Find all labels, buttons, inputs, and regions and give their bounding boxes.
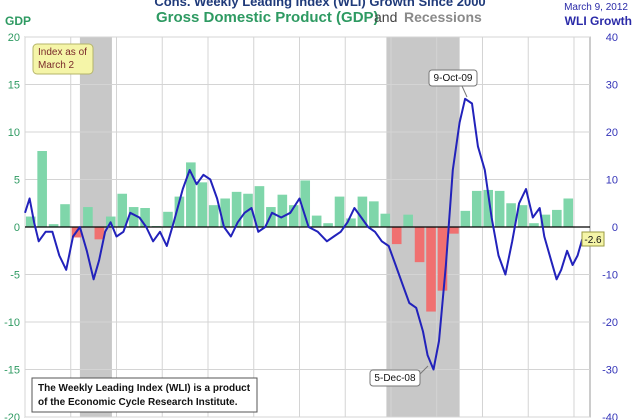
gdp-bar-2010Q3 bbox=[506, 203, 516, 227]
right-axis-tick-label: -10 bbox=[602, 270, 618, 282]
right-axis-tick-label: 10 bbox=[606, 175, 618, 187]
gdp-bar-2003Q2 bbox=[174, 196, 185, 227]
gdp-bar-2004Q1 bbox=[208, 205, 219, 227]
left-axis-tick-label: 5 bbox=[14, 175, 20, 187]
trough-callout-box bbox=[369, 369, 421, 387]
gdp-bar-2001Q3 bbox=[94, 227, 105, 240]
gdp-bar-2009Q4 bbox=[471, 190, 482, 227]
gdp-bar-2007Q1 bbox=[346, 218, 356, 227]
gdp-bar-2003Q3 bbox=[186, 162, 196, 227]
gdp-bar-2007Q4 bbox=[380, 213, 391, 227]
gdp-bar-2006Q2 bbox=[311, 215, 322, 227]
gdp-bar-2009Q1 bbox=[437, 227, 448, 291]
right-axis-tick-label: -40 bbox=[602, 412, 618, 420]
right-axis-tick-label: -30 bbox=[602, 365, 618, 377]
gdp-bar-2011Q3 bbox=[552, 209, 562, 227]
source-note-line1: The Weekly Leading Index (WLI) is a prod… bbox=[38, 383, 251, 394]
gdp-bar-2009Q3 bbox=[460, 210, 471, 227]
gdp-bar-2010Q1 bbox=[483, 189, 494, 227]
gdp-bar-2008Q2 bbox=[403, 214, 413, 227]
gdp-bar-2011Q1 bbox=[529, 223, 539, 227]
peak-callout-pointer bbox=[461, 85, 468, 98]
gdp-bar-2006Q4 bbox=[334, 196, 345, 227]
gdp-bar-2000Q2 bbox=[37, 151, 47, 227]
gdp-bar-2000Q4 bbox=[60, 204, 70, 227]
chart-title-recessions: Recessions bbox=[404, 9, 482, 25]
gdp-bar-2008Q3 bbox=[414, 227, 425, 263]
peak-callout-label: 9-Oct-09 bbox=[434, 73, 473, 84]
gdp-bar-2007Q3 bbox=[369, 201, 379, 227]
gdp-bar-2011Q2 bbox=[540, 214, 551, 227]
gdp-bar-2008Q1 bbox=[391, 227, 402, 245]
right-axis-tick-label: -20 bbox=[602, 317, 618, 329]
gdp-bar-2005Q3 bbox=[277, 194, 288, 227]
gdp-bar-2010Q2 bbox=[494, 190, 505, 227]
trough-callout-label: 5-Dec-08 bbox=[374, 373, 416, 384]
right-axis-tick-label: 0 bbox=[612, 222, 618, 234]
last-value-box bbox=[581, 231, 605, 247]
left-axis-tick-label: -15 bbox=[4, 365, 20, 377]
gdp-bar-2000Q3 bbox=[48, 224, 59, 227]
left-axis-tick-label: -5 bbox=[10, 270, 20, 282]
gdp-bar-2003Q1 bbox=[163, 211, 173, 227]
index-note-box bbox=[32, 43, 94, 75]
left-axis-tick-label: 10 bbox=[8, 127, 20, 139]
source-note-line2: of the Economic Cycle Research Institute… bbox=[38, 397, 238, 408]
trough-callout-pointer bbox=[419, 365, 429, 375]
left-axis-tick-label: 20 bbox=[8, 32, 20, 44]
index-note-line1: Index as of bbox=[38, 47, 87, 58]
gdp-bar-2001Q2 bbox=[83, 207, 93, 227]
gdp-bar-2004Q2 bbox=[220, 198, 230, 227]
chart-title-gdp: Gross Domestic Product (GDP) bbox=[156, 9, 379, 26]
source-note-box bbox=[31, 377, 258, 413]
last-value-label: -2.6 bbox=[584, 235, 602, 246]
gdp-bar-2010Q4 bbox=[517, 205, 528, 227]
left-axis-tick-label: 0 bbox=[14, 222, 20, 234]
right-axis-tick-label: 30 bbox=[606, 80, 618, 92]
gdp-bar-2006Q3 bbox=[323, 223, 333, 227]
last-value-badge: -2.6 bbox=[581, 231, 605, 247]
peak-callout: 9-Oct-09 bbox=[428, 69, 478, 98]
gdp-bar-2002Q3 bbox=[140, 208, 150, 227]
chart-title-line1: Cons. Weekly Leading Index (WLI) Growth … bbox=[154, 0, 485, 9]
gdp-bar-2005Q4 bbox=[288, 205, 299, 227]
gdp-bar-2011Q4 bbox=[563, 198, 574, 227]
left-axis-label: GDP bbox=[5, 14, 31, 28]
chart-date: March 9, 2012 bbox=[564, 2, 628, 13]
gdp-bar-2002Q2 bbox=[128, 207, 139, 227]
gdp-bar-2004Q3 bbox=[231, 191, 242, 227]
gdp-bar-2003Q4 bbox=[197, 182, 208, 227]
index-note: Index as of March 2 bbox=[32, 43, 94, 75]
left-axis-tick-label: -20 bbox=[4, 412, 20, 420]
wli-growth-line bbox=[24, 97, 584, 371]
gdp-bar-2002Q1 bbox=[117, 193, 128, 227]
gdp-bar-2006Q1 bbox=[300, 180, 311, 227]
left-axis-ticks: 20 15 10 5 0 -5 -10 -15 -20 bbox=[4, 32, 20, 420]
right-axis-label: WLI Growth bbox=[565, 14, 632, 28]
source-note: The Weekly Leading Index (WLI) is a prod… bbox=[31, 377, 258, 413]
index-note-line2: March 2 bbox=[38, 60, 75, 71]
gdp-bar-2008Q4 bbox=[426, 227, 436, 312]
gdp-bar-2005Q1 bbox=[254, 186, 265, 227]
gdp-bar-2000Q1 bbox=[25, 216, 36, 227]
gdp-bar-2009Q2 bbox=[449, 227, 459, 234]
right-axis-tick-label: 40 bbox=[606, 32, 618, 44]
gdp-bar-2007Q2 bbox=[357, 196, 368, 227]
left-axis-tick-label: -10 bbox=[4, 317, 20, 329]
left-axis-tick-label: 15 bbox=[8, 80, 20, 92]
chart-title-group: Cons. Weekly Leading Index (WLI) Growth … bbox=[154, 0, 485, 26]
peak-callout-box bbox=[428, 69, 478, 87]
right-axis-ticks: 40 30 20 10 0 -10 -20 -30 -40 bbox=[602, 32, 618, 420]
right-axis-tick-label: 20 bbox=[606, 127, 618, 139]
trough-callout: 5-Dec-08 bbox=[369, 365, 429, 387]
chart-title-and: and bbox=[374, 9, 397, 25]
